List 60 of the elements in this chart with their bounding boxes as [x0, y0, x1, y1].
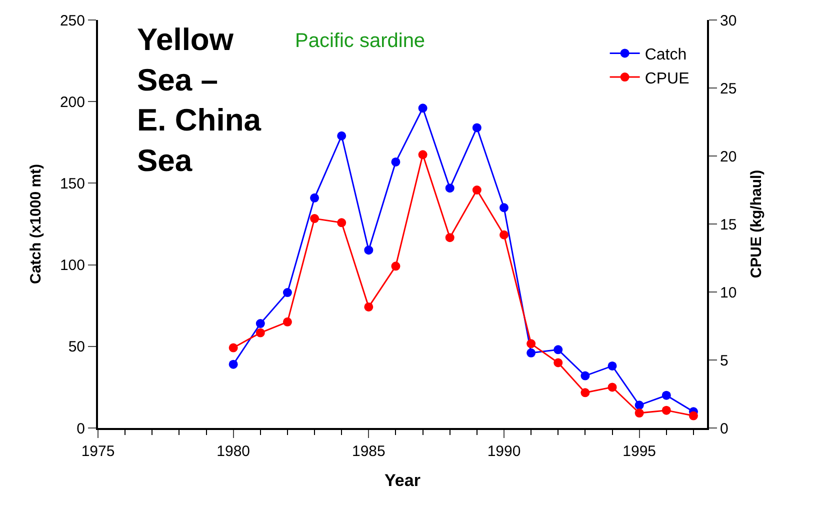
point [364, 246, 374, 255]
point [662, 406, 671, 415]
point [337, 131, 346, 140]
point [418, 104, 428, 113]
y-tick-label: 0 [76, 420, 85, 438]
y2-tick-label: 5 [720, 352, 728, 370]
x-tick-label: 1975 [81, 443, 115, 460]
y-axis-title: Catch (x1000 mt) [28, 164, 45, 284]
legend-label: CPUE [644, 70, 690, 88]
point [526, 348, 536, 358]
point [608, 382, 617, 392]
point [554, 345, 563, 354]
point [634, 408, 644, 418]
point [445, 184, 454, 193]
point [634, 400, 644, 410]
point [418, 150, 428, 160]
point [580, 371, 590, 380]
legend-label: Catch [644, 46, 687, 64]
point [228, 360, 238, 369]
y2-axis-title: CPUE (kg/haul) [748, 170, 766, 278]
point [608, 361, 617, 370]
point [472, 123, 482, 132]
point [256, 319, 265, 328]
point [391, 262, 400, 271]
point [310, 193, 320, 202]
point [337, 218, 346, 228]
point [364, 302, 374, 312]
point [391, 157, 400, 166]
y-tick-label: 250 [60, 12, 85, 30]
x-tick-label: 1985 [352, 443, 386, 460]
point [310, 214, 320, 224]
point [445, 233, 454, 242]
x-tick-label: 1990 [487, 443, 521, 460]
x-axis-title: Year [384, 470, 421, 490]
point [580, 388, 590, 398]
y2-tick-label: 10 [720, 284, 737, 302]
y2-tick-label: 20 [720, 148, 737, 166]
point [688, 411, 698, 420]
y-tick-label: 200 [60, 94, 85, 111]
point [526, 339, 536, 348]
point [228, 343, 238, 352]
point [256, 328, 265, 338]
y2-tick-label: 15 [720, 216, 737, 234]
point [282, 317, 292, 326]
y2-tick-label: 25 [720, 80, 737, 98]
x-tick-label: 1980 [216, 443, 250, 460]
y-tick-label: 150 [60, 175, 85, 192]
text: Pacific sardine [295, 30, 426, 52]
x-tick-label: 1995 [622, 443, 656, 460]
y2-tick-label: 30 [720, 12, 737, 30]
point [662, 390, 671, 400]
point [472, 186, 482, 194]
point [554, 358, 563, 368]
text: Yellow Sea – E. China Sea [137, 22, 262, 178]
y-tick-label: 50 [68, 338, 85, 356]
y-tick-label: 100 [60, 257, 85, 274]
point [500, 203, 508, 212]
point [282, 288, 292, 298]
y2-tick-label: 0 [720, 420, 728, 438]
point [500, 230, 508, 240]
